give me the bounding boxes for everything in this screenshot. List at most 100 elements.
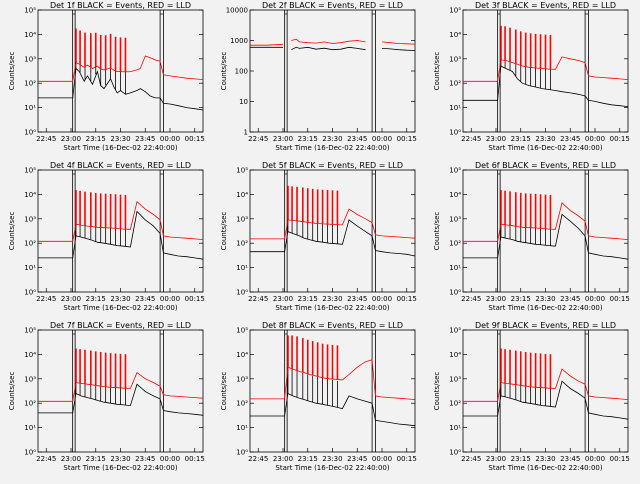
x-tick-label: 00:15 [610, 455, 630, 463]
y-tick-label: 10⁴ [236, 351, 248, 359]
x-axis-label: Start Time (16-Dec-02 22:40:00) [488, 464, 602, 472]
series-line-lld [463, 202, 629, 242]
x-tick-label: 23:45 [135, 135, 155, 143]
y-tick-label: 10 [239, 98, 248, 106]
y-tick-label: 10⁵ [449, 327, 461, 335]
series-line-events [38, 383, 204, 416]
y-tick-label: 10⁵ [236, 327, 248, 335]
y-tick-label: 10² [449, 400, 461, 408]
y-tick-label: 10² [449, 240, 461, 248]
series-line-lld [291, 38, 366, 44]
series-line-events [463, 213, 629, 260]
y-tick-label: 10⁴ [236, 191, 248, 199]
panel-title: Det 6f BLACK = Events, RED = LLD [475, 161, 616, 170]
x-tick-label: 00:15 [185, 135, 205, 143]
y-tick-label: 10³ [449, 375, 461, 383]
y-tick-label: 10² [449, 80, 461, 88]
x-tick-label: 23:30 [322, 295, 342, 303]
x-tick-label: 23:00 [61, 455, 81, 463]
series-line-lld [38, 55, 204, 82]
x-tick-label: 00:15 [610, 135, 630, 143]
x-tick-label: 00:00 [160, 295, 180, 303]
x-tick-label: 23:00 [486, 295, 506, 303]
x-tick-label: 23:15 [86, 135, 106, 143]
panel-title: Det 5f BLACK = Events, RED = LLD [262, 161, 403, 170]
series-line-events [38, 210, 204, 260]
x-tick-label: 23:30 [322, 135, 342, 143]
y-tick-label: 10² [24, 80, 36, 88]
x-tick-label: 23:30 [110, 295, 130, 303]
x-tick-label: 23:15 [511, 455, 531, 463]
y-tick-label: 10² [24, 400, 36, 408]
y-tick-label: 10¹ [449, 424, 461, 432]
x-tick-label: 22:45 [248, 295, 268, 303]
panel-9: Det 9f BLACK = Events, RED = LLD 10⁰ 10¹ 10… [433, 321, 630, 472]
panel-6: Det 6f BLACK = Events, RED = LLD 10⁰ 10¹ 10… [433, 161, 630, 312]
y-axis-label: Counts/sec [433, 372, 441, 411]
y-tick-label: 10⁵ [24, 167, 36, 175]
x-tick-label: 22:45 [36, 135, 56, 143]
x-tick-label: 00:15 [397, 295, 417, 303]
series-line-events [250, 392, 416, 427]
y-tick-label: 100 [235, 68, 248, 76]
y-tick-label: 10⁴ [24, 351, 36, 359]
x-tick-label: 23:00 [61, 295, 81, 303]
y-tick-label: 10³ [236, 215, 248, 223]
y-tick-label: 10² [236, 400, 248, 408]
x-tick-label: 00:00 [160, 455, 180, 463]
x-axis-label: Start Time (16-Dec-02 22:40:00) [275, 304, 389, 312]
y-tick-label: 10⁴ [24, 31, 36, 39]
y-tick-label: 10⁰ [24, 449, 36, 457]
y-tick-label: 1 [244, 129, 248, 137]
y-tick-label: 10⁰ [449, 289, 461, 297]
x-tick-label: 23:00 [273, 295, 293, 303]
x-tick-label: 23:45 [560, 455, 580, 463]
series-line-events [291, 46, 366, 51]
panel-title: Det 4f BLACK = Events, RED = LLD [50, 161, 191, 170]
panel-8: Det 8f BLACK = Events, RED = LLD 10⁰ 10¹ 10… [220, 321, 417, 472]
y-tick-label: 10000 [226, 7, 248, 15]
panel-title: Det 2f BLACK = Events, RED = LLD [262, 1, 403, 10]
y-tick-label: 10¹ [236, 424, 248, 432]
x-tick-label: 23:15 [298, 455, 318, 463]
x-axis-label: Start Time (16-Dec-02 22:40:00) [63, 304, 177, 312]
y-tick-label: 10² [24, 240, 36, 248]
x-tick-label: 00:15 [610, 295, 630, 303]
x-tick-label: 23:45 [135, 295, 155, 303]
series-line-lld [463, 368, 629, 402]
x-tick-label: 23:15 [298, 135, 318, 143]
series-line-lld [463, 56, 629, 82]
y-axis-label: Counts/sec [8, 372, 16, 411]
panel-title: Det 9f BLACK = Events, RED = LLD [475, 321, 616, 330]
y-tick-label: 1000 [230, 37, 248, 45]
y-tick-label: 10⁰ [236, 449, 248, 457]
y-tick-label: 10¹ [449, 264, 461, 272]
y-axis-label: Counts/sec [433, 212, 441, 251]
x-tick-label: 23:45 [347, 295, 367, 303]
panel-1: Det 1f BLACK = Events, RED = LLD 10⁰ 10¹ 10… [8, 1, 205, 152]
panel-title: Det 7f BLACK = Events, RED = LLD [50, 321, 191, 330]
x-tick-label: 23:30 [110, 455, 130, 463]
x-tick-label: 23:45 [560, 135, 580, 143]
y-tick-label: 10⁴ [449, 351, 461, 359]
panel-3: Det 3f BLACK = Events, RED = LLD 10⁰ 10¹ 10… [433, 1, 630, 152]
y-tick-label: 10⁴ [24, 191, 36, 199]
y-tick-label: 10⁵ [236, 167, 248, 175]
x-tick-label: 23:30 [535, 295, 555, 303]
x-tick-label: 23:00 [486, 455, 506, 463]
x-tick-label: 00:00 [585, 135, 605, 143]
y-tick-label: 10⁰ [24, 289, 36, 297]
x-tick-label: 22:45 [248, 135, 268, 143]
panel-2: Det 2f BLACK = Events, RED = LLD 1 10 100 10… [220, 1, 417, 152]
series-line-lld [38, 200, 204, 242]
y-axis-label: Counts/sec [8, 52, 16, 91]
x-tick-label: 00:00 [160, 135, 180, 143]
y-tick-label: 10¹ [449, 104, 461, 112]
y-tick-label: 10⁰ [24, 129, 36, 137]
x-tick-label: 23:15 [511, 135, 531, 143]
x-axis-label: Start Time (16-Dec-02 22:40:00) [275, 464, 389, 472]
panel-5: Det 5f BLACK = Events, RED = LLD 10⁰ 10¹ 10… [220, 161, 417, 312]
x-tick-label: 22:45 [461, 135, 481, 143]
series-line-lld [381, 41, 416, 45]
